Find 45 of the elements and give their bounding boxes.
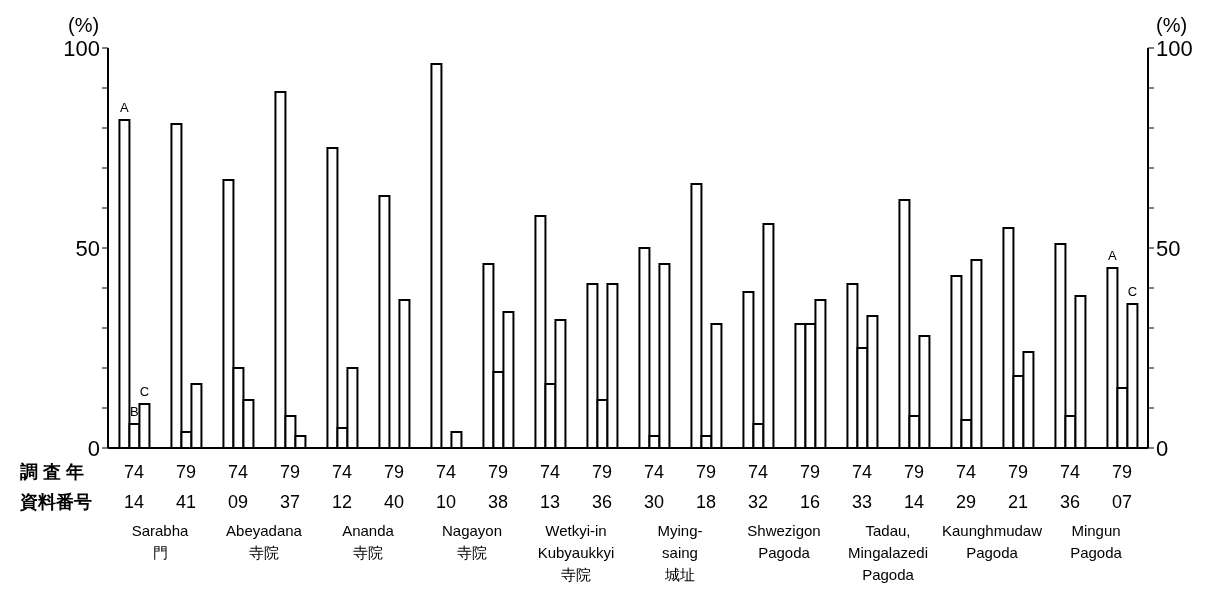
x-tick-label: 74 14 <box>123 462 145 512</box>
x-tick-label: 74 32 <box>747 462 769 512</box>
x-tick-label: 79 36 <box>591 462 613 512</box>
y-axis-title: (%) <box>68 14 100 37</box>
x-tick-label: 79 37 <box>279 462 301 512</box>
text: Ananda 寺院 <box>342 522 395 561</box>
text: 調 査 年 <box>20 462 85 482</box>
series-label: B <box>130 404 139 419</box>
x-tick-label: 79 07 <box>1111 462 1133 512</box>
text: Mingun Pagoda <box>1070 522 1123 561</box>
y-tick-label: 50 <box>75 235 100 261</box>
x-tick-label: 79 18 <box>695 462 717 512</box>
text: A <box>1108 248 1117 263</box>
y2-axis-title: (%) <box>1156 14 1188 37</box>
x-tick-label: 74 09 <box>227 462 249 512</box>
text: Sarabha 門 <box>131 522 190 561</box>
y-tick-label: 0 <box>87 435 100 461</box>
x-tick-label: 79 16 <box>799 462 821 512</box>
x-tick-label: 79 40 <box>383 462 405 512</box>
x-tick-label: 79 14 <box>903 462 925 512</box>
text: Kaunghmudaw Pagoda <box>941 522 1043 561</box>
y-tick-label: 100 <box>63 35 100 61</box>
x-tick-label: 74 13 <box>539 462 561 512</box>
text: Tadau, Mingalazedi Pagoda <box>847 522 929 583</box>
series-label: C <box>139 384 150 399</box>
text: Abeyadana 寺院 <box>226 522 303 561</box>
y2-tick-label: 50 <box>1156 235 1181 261</box>
text: C <box>1127 284 1138 299</box>
y2-tick-label: 0 <box>1156 435 1169 461</box>
text: Shwezigon Pagoda <box>747 522 821 561</box>
x-tick-label: 74 10 <box>435 462 457 512</box>
x-tick-label: 74 33 <box>851 462 873 512</box>
text: 資料番号 <box>19 492 92 512</box>
text: Mying- saing 城址 <box>657 522 703 583</box>
text: Nagayon 寺院 <box>441 522 503 561</box>
series-label: A <box>120 100 130 115</box>
x-tick-label: 74 36 <box>1059 462 1081 512</box>
x-tick-label: 74 29 <box>955 462 977 512</box>
x-tick-label: 74 12 <box>331 462 353 512</box>
x-tick-label: 79 21 <box>1007 462 1029 512</box>
x-tick-label: 79 41 <box>175 462 197 512</box>
text: Wetkyi-in Kubyaukkyi 寺院 <box>537 522 615 583</box>
y2-tick-label: 100 <box>1156 35 1193 61</box>
x-tick-label: 79 38 <box>487 462 509 512</box>
x-tick-label: 74 30 <box>643 462 665 512</box>
